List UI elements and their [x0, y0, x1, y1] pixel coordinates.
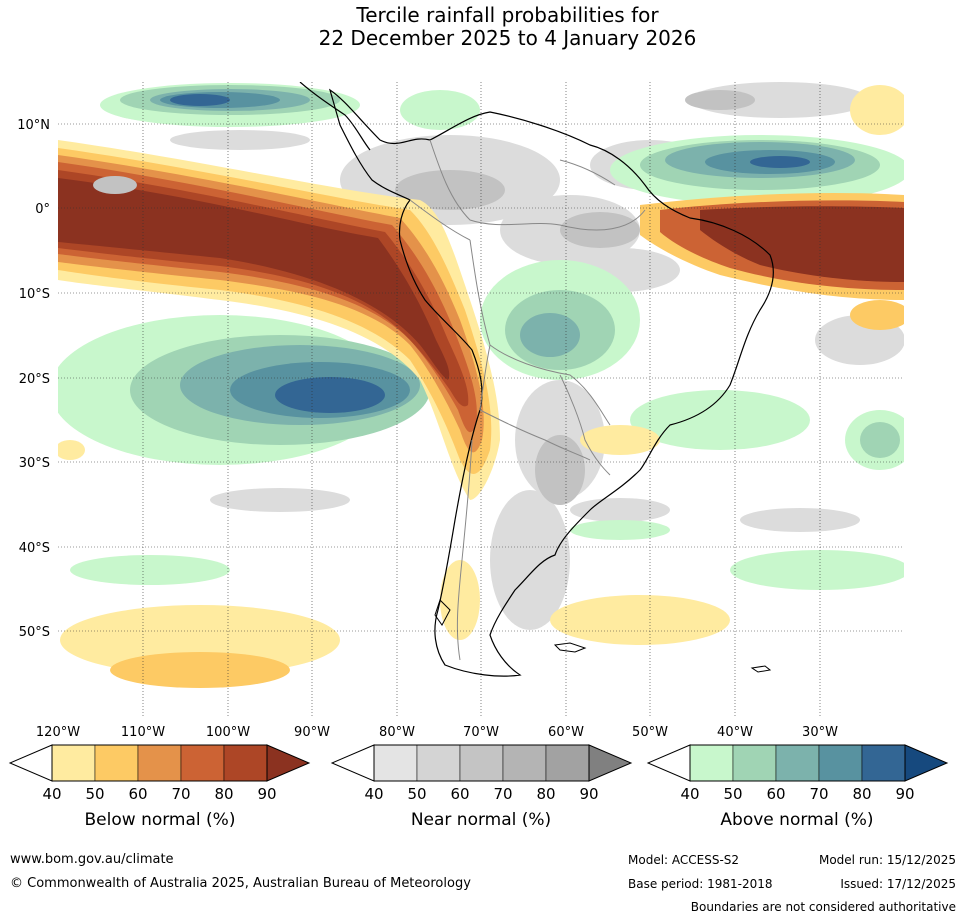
cb2-tick: 70: [493, 785, 512, 803]
country-borders: [409, 139, 646, 661]
cb2-tick: 80: [536, 785, 555, 803]
south-america-coastline: [328, 88, 774, 677]
bom-link[interactable]: www.bom.gov.au/climate: [10, 852, 174, 867]
colorbar-below-normal: 40 50 60 70 80 90 Below normal (%): [8, 744, 311, 830]
lat-label: 10°N: [17, 118, 50, 133]
colorbar-above-normal: 40 50 60 70 80 90 Above normal (%): [646, 744, 949, 830]
cb3-swatch: [861, 744, 906, 782]
cb3-title: Above normal (%): [720, 810, 873, 830]
lat-label: 20°S: [19, 372, 50, 387]
cb3-high-extend: [904, 744, 949, 782]
lon-label: 40°W: [717, 725, 753, 740]
cb1-swatch: [180, 744, 225, 782]
cb1-tick: 90: [257, 785, 276, 803]
model-name: Model: ACCESS-S2: [628, 853, 740, 867]
cb3-tick: 50: [723, 785, 742, 803]
lon-label: 50°W: [632, 725, 668, 740]
cb1-tick: 80: [214, 785, 233, 803]
lon-label: 80°W: [379, 725, 415, 740]
cb2-swatch: [416, 744, 461, 782]
cb1-tick: 40: [42, 785, 61, 803]
cb3-tick: 60: [766, 785, 785, 803]
below-normal-fields: [58, 85, 904, 688]
lat-label: 0°: [35, 202, 50, 217]
longitude-labels: 120°W 110°W 100°W 90°W 80°W 70°W 60°W 50…: [36, 725, 838, 740]
cb1-swatch: [94, 744, 139, 782]
cb3-low-extend: [646, 744, 691, 782]
probability-map: [58, 82, 904, 716]
cb3-swatch: [775, 744, 820, 782]
cb3-swatch: [732, 744, 777, 782]
cb1-tick: 70: [171, 785, 190, 803]
cb2-tick: 40: [364, 785, 383, 803]
cb2-low-extend: [330, 744, 375, 782]
cb3-swatch: [818, 744, 863, 782]
lon-label: 30°W: [802, 725, 838, 740]
cb3-tick: 80: [852, 785, 871, 803]
title-line-2: 22 December 2025 to 4 January 2026: [318, 26, 697, 50]
cb2-high-extend: [588, 744, 633, 782]
islands: [434, 599, 772, 673]
cb1-title: Below normal (%): [85, 810, 236, 830]
central-america-coastline: [299, 82, 371, 151]
copyright: © Commonwealth of Australia 2025, Austra…: [10, 876, 471, 891]
title-line-1: Tercile rainfall probabilities for: [356, 3, 659, 27]
lon-label: 90°W: [294, 725, 330, 740]
lon-label: 110°W: [121, 725, 165, 740]
cb3-tick: 40: [680, 785, 699, 803]
base-period: Base period: 1981-2018: [628, 877, 773, 891]
cb1-tick: 60: [128, 785, 147, 803]
issued-date: Issued: 17/12/2025: [840, 877, 956, 891]
cb2-swatch: [459, 744, 504, 782]
lon-label: 60°W: [548, 725, 584, 740]
cb2-tick: 90: [579, 785, 598, 803]
near-normal-strong: [95, 90, 755, 505]
latitude-labels: 10°N 0° 10°S 20°S 30°S 40°S 50°S: [17, 118, 50, 640]
graticule: [58, 82, 904, 716]
lat-label: 50°S: [19, 625, 50, 640]
cb3-swatch: [689, 744, 734, 782]
cb1-high-extend: [266, 744, 311, 782]
cb2-tick: 60: [450, 785, 469, 803]
lon-label: 70°W: [463, 725, 499, 740]
map-title: Tercile rainfall probabilities for 22 De…: [0, 4, 965, 50]
cb1-swatch: [137, 744, 182, 782]
lon-label: 100°W: [206, 725, 250, 740]
cb1-tick: 50: [85, 785, 104, 803]
lat-label: 40°S: [19, 541, 50, 556]
cb3-tick: 70: [809, 785, 828, 803]
lat-label: 10°S: [19, 287, 50, 302]
boundaries-disclaimer: Boundaries are not considered authoritat…: [690, 900, 956, 914]
colorbar-near-normal: 40 50 60 70 80 90 Near normal (%): [330, 744, 633, 830]
above-normal-fields: [58, 83, 904, 590]
cb1-low-extend: [8, 744, 53, 782]
cb2-tick: 50: [407, 785, 426, 803]
cb2-swatch: [545, 744, 590, 782]
cb2-swatch: [502, 744, 547, 782]
cb1-swatch: [51, 744, 96, 782]
cb2-title: Near normal (%): [411, 810, 551, 830]
lon-label: 120°W: [36, 725, 80, 740]
cb1-swatch: [223, 744, 268, 782]
cb2-swatch: [373, 744, 418, 782]
model-run: Model run: 15/12/2025: [818, 853, 956, 867]
lat-label: 30°S: [19, 456, 50, 471]
cb3-tick: 90: [895, 785, 914, 803]
